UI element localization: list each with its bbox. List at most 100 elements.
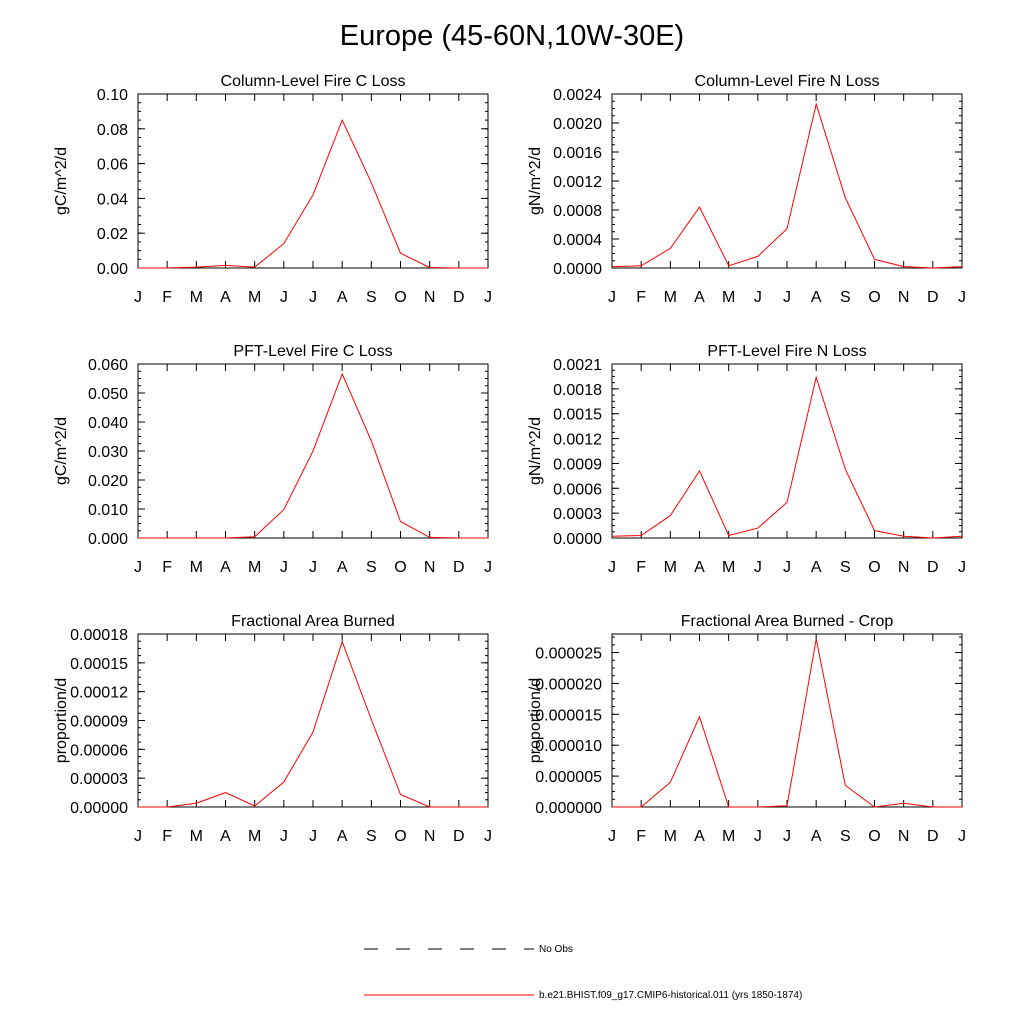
y-tick-label: 0.00000 [70,800,128,817]
legend-model-line [364,994,534,996]
x-tick-label: F [636,289,646,306]
x-tick-label: A [694,559,705,576]
y-tick-label: 0.08 [97,122,128,139]
plot-frame [611,93,963,269]
x-tick-label: S [366,828,377,845]
x-tick-label: J [958,828,966,845]
plot-frame [137,93,489,269]
y-tick-label: 0.000005 [535,769,602,786]
x-tick-label: F [162,559,172,576]
series-line [612,638,962,808]
x-tick-label: M [248,289,261,306]
x-tick-label: A [694,828,705,845]
plot-frame [137,633,489,808]
x-tick-label: M [248,559,261,576]
y-tick-label: 0.00012 [70,685,128,702]
y-axis-label: gN/m^2/d [527,147,544,215]
series-line [611,102,963,269]
x-tick-label: J [783,559,791,576]
x-tick-label: A [337,289,348,306]
x-tick-label: M [722,828,735,845]
y-tick-label: 0.030 [88,444,128,461]
y-tick-label: 0.0009 [553,456,602,473]
y-tick-label: 0.0004 [553,232,602,249]
x-tick-label: M [664,559,677,576]
y-tick-label: 0.0015 [553,407,602,424]
x-tick-label: J [608,828,616,845]
series-line [138,640,488,808]
y-axis-label: proportion/d [53,678,70,763]
x-tick-label: J [484,289,492,306]
chart-title: Fractional Area Burned - Crop [681,613,894,630]
x-tick-label: J [958,559,966,576]
page-title: Europe (45-60N,10W-30E) [339,20,685,52]
y-tick-label: 0.010 [88,502,128,519]
x-tick-label: O [868,828,880,845]
chart-title: Column-Level Fire N Loss [695,73,880,90]
x-tick-label: N [424,559,436,576]
x-tick-label: O [868,559,880,576]
x-tick-label: A [811,828,822,845]
y-axis-label: proportion/d [527,678,544,763]
x-tick-label: N [424,289,436,306]
x-tick-label: A [220,559,231,576]
series-line [611,375,963,539]
chart-title: Column-Level Fire C Loss [221,73,406,90]
x-tick-label: A [811,289,822,306]
chart-title: PFT-Level Fire N Loss [707,343,866,360]
x-tick-label: M [248,828,261,845]
x-tick-label: A [337,559,348,576]
x-tick-label: A [220,289,231,306]
plot-frame [611,633,963,808]
x-tick-label: A [337,828,348,845]
y-axis-label: gC/m^2/d [53,417,70,485]
x-tick-label: M [190,559,203,576]
x-tick-label: J [280,559,288,576]
y-tick-label: 0.000000 [535,800,602,817]
y-tick-label: 0.000015 [535,707,602,724]
y-tick-label: 0.000 [88,531,128,548]
x-tick-label: F [636,828,646,845]
x-tick-label: S [366,289,377,306]
y-axis-label: gC/m^2/d [53,147,70,215]
y-tick-label: 0.00006 [70,742,128,759]
y-tick-label: 0.00015 [70,656,128,673]
y-tick-label: 0.0012 [553,432,602,449]
x-tick-label: J [280,828,288,845]
x-tick-label: J [134,289,142,306]
x-tick-label: A [220,828,231,845]
chart-title: PFT-Level Fire C Loss [233,343,392,360]
x-tick-label: J [484,828,492,845]
y-tick-label: 0.0020 [553,116,602,133]
x-tick-label: D [453,289,465,306]
x-tick-label: J [958,289,966,306]
x-tick-label: M [664,289,677,306]
y-tick-label: 0.0024 [553,87,602,104]
x-tick-label: F [162,828,172,845]
x-tick-label: J [309,289,317,306]
x-tick-label: O [394,828,406,845]
legend-obs-label: No Obs [539,944,573,955]
x-tick-label: M [664,828,677,845]
x-tick-label: J [280,289,288,306]
x-tick-label: M [722,559,735,576]
y-tick-label: 0.0018 [553,382,602,399]
x-tick-label: D [927,559,939,576]
x-tick-label: D [453,559,465,576]
y-tick-label: 0.020 [88,473,128,490]
x-tick-label: J [608,289,616,306]
x-tick-label: J [754,289,762,306]
x-tick-label: S [840,559,851,576]
y-tick-label: 0.06 [97,157,128,174]
x-tick-label: J [754,559,762,576]
x-tick-label: F [162,289,172,306]
x-tick-label: D [453,828,465,845]
y-axis-label: gN/m^2/d [527,417,544,485]
x-tick-label: N [898,828,910,845]
legend-model-label: b.e21.BHIST.f09_g17.CMIP6-historical.011… [539,990,803,1001]
x-tick-label: N [898,559,910,576]
x-tick-label: F [636,559,646,576]
